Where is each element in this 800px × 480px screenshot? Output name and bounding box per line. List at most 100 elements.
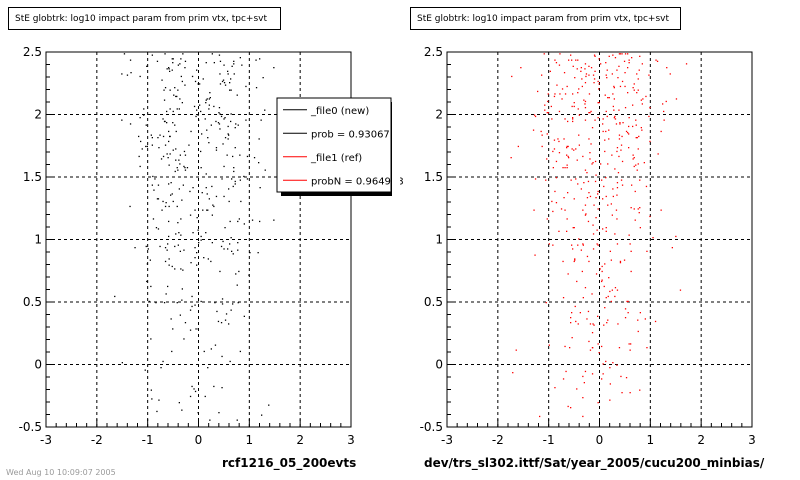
left-data-point xyxy=(189,190,191,193)
left-data-point xyxy=(251,219,254,221)
left-data-point xyxy=(205,99,207,101)
right-data-point xyxy=(545,302,547,304)
left-data-point xyxy=(268,404,270,406)
right-data-point xyxy=(614,287,617,289)
legend-label: prob = 0.930677 xyxy=(311,129,396,140)
right-data-point xyxy=(645,95,647,98)
right-x-tick-label: -3 xyxy=(441,433,453,447)
left-data-point xyxy=(192,187,194,189)
left-data-point xyxy=(158,399,160,401)
left-data-point xyxy=(208,104,210,106)
right-data-point xyxy=(604,150,606,153)
right-data-point xyxy=(566,145,568,148)
right-data-point xyxy=(631,184,633,186)
left-data-point xyxy=(237,242,239,244)
right-data-point xyxy=(590,143,592,145)
right-data-point xyxy=(646,347,648,349)
right-data-point xyxy=(558,140,560,143)
right-data-point xyxy=(585,213,587,215)
left-data-point xyxy=(253,157,256,159)
left-data-point xyxy=(175,130,177,133)
left-data-point xyxy=(194,80,197,83)
left-data-point xyxy=(140,140,142,143)
right-data-point xyxy=(638,69,640,71)
right-data-point xyxy=(588,138,590,140)
right-data-point xyxy=(590,110,592,113)
left-data-point xyxy=(237,302,239,304)
left-data-point xyxy=(159,245,161,248)
left-data-point xyxy=(114,295,116,298)
left-data-point xyxy=(178,159,180,161)
left-data-point xyxy=(190,262,192,264)
left-data-point xyxy=(257,252,259,254)
right-data-point xyxy=(618,138,621,140)
left-data-point xyxy=(264,109,266,111)
right-data-point xyxy=(533,209,535,211)
right-data-point xyxy=(643,162,645,164)
right-data-point xyxy=(600,63,602,65)
left-data-point xyxy=(231,178,233,180)
left-data-point xyxy=(175,233,177,235)
left-data-point xyxy=(209,419,211,421)
right-data-point xyxy=(609,367,611,369)
left-data-point xyxy=(224,227,226,229)
left-data-point xyxy=(231,65,233,67)
right-data-point xyxy=(587,310,590,313)
right-data-point xyxy=(626,300,628,303)
left-data-point xyxy=(181,102,183,104)
right-data-point xyxy=(613,85,615,88)
left-data-point xyxy=(158,147,160,149)
left-data-point xyxy=(215,120,217,123)
right-data-point xyxy=(603,185,605,188)
right-data-point xyxy=(588,74,590,76)
right-data-point xyxy=(612,188,614,190)
left-data-point xyxy=(229,82,231,84)
right-data-point xyxy=(554,190,556,193)
left-data-point xyxy=(230,309,232,311)
right-data-point xyxy=(630,250,632,252)
right-data-point xyxy=(560,208,563,210)
right-data-point xyxy=(625,377,628,379)
right-data-point xyxy=(555,202,558,204)
right-data-point xyxy=(656,60,659,62)
right-data-point xyxy=(623,259,626,261)
right-data-point xyxy=(571,59,573,61)
left-data-point xyxy=(177,89,179,91)
left-data-point xyxy=(149,259,151,261)
left-x-tick-label: 0 xyxy=(195,433,203,447)
left-data-point xyxy=(166,68,168,70)
right-data-point xyxy=(593,204,595,206)
left-data-point xyxy=(232,303,234,305)
left-data-point xyxy=(165,293,167,295)
right-data-point xyxy=(594,70,596,72)
right-data-point xyxy=(597,190,599,193)
right-data-point xyxy=(545,179,547,181)
left-data-point xyxy=(200,167,202,169)
left-data-point xyxy=(177,64,179,66)
left-data-point xyxy=(239,154,241,156)
right-data-point xyxy=(632,154,634,156)
left-data-point xyxy=(152,175,154,178)
left-data-point xyxy=(255,59,257,61)
left-data-point xyxy=(126,74,129,76)
right-data-point xyxy=(546,218,548,220)
left-data-point xyxy=(178,188,180,190)
right-data-point xyxy=(608,55,610,57)
left-plot: -3 -2 -1 0 1 2 3 -0.5 0 0.5 1 1.5 2 2.5 _file0 (new) pr… xyxy=(19,45,404,447)
left-data-point xyxy=(255,87,258,89)
right-data-point xyxy=(596,229,598,231)
right-data-point xyxy=(593,54,596,56)
left-data-point xyxy=(157,198,160,200)
left-data-point xyxy=(152,218,155,220)
right-data-point xyxy=(645,185,648,188)
left-data-point xyxy=(245,85,247,88)
left-data-point xyxy=(129,205,131,208)
left-data-point xyxy=(220,245,223,248)
left-data-point xyxy=(227,73,229,75)
right-data-point xyxy=(563,138,565,140)
right-data-point xyxy=(555,62,558,64)
right-data-point xyxy=(575,148,577,150)
right-data-point xyxy=(571,148,573,150)
left-data-point xyxy=(196,264,198,266)
right-data-point xyxy=(627,53,629,55)
